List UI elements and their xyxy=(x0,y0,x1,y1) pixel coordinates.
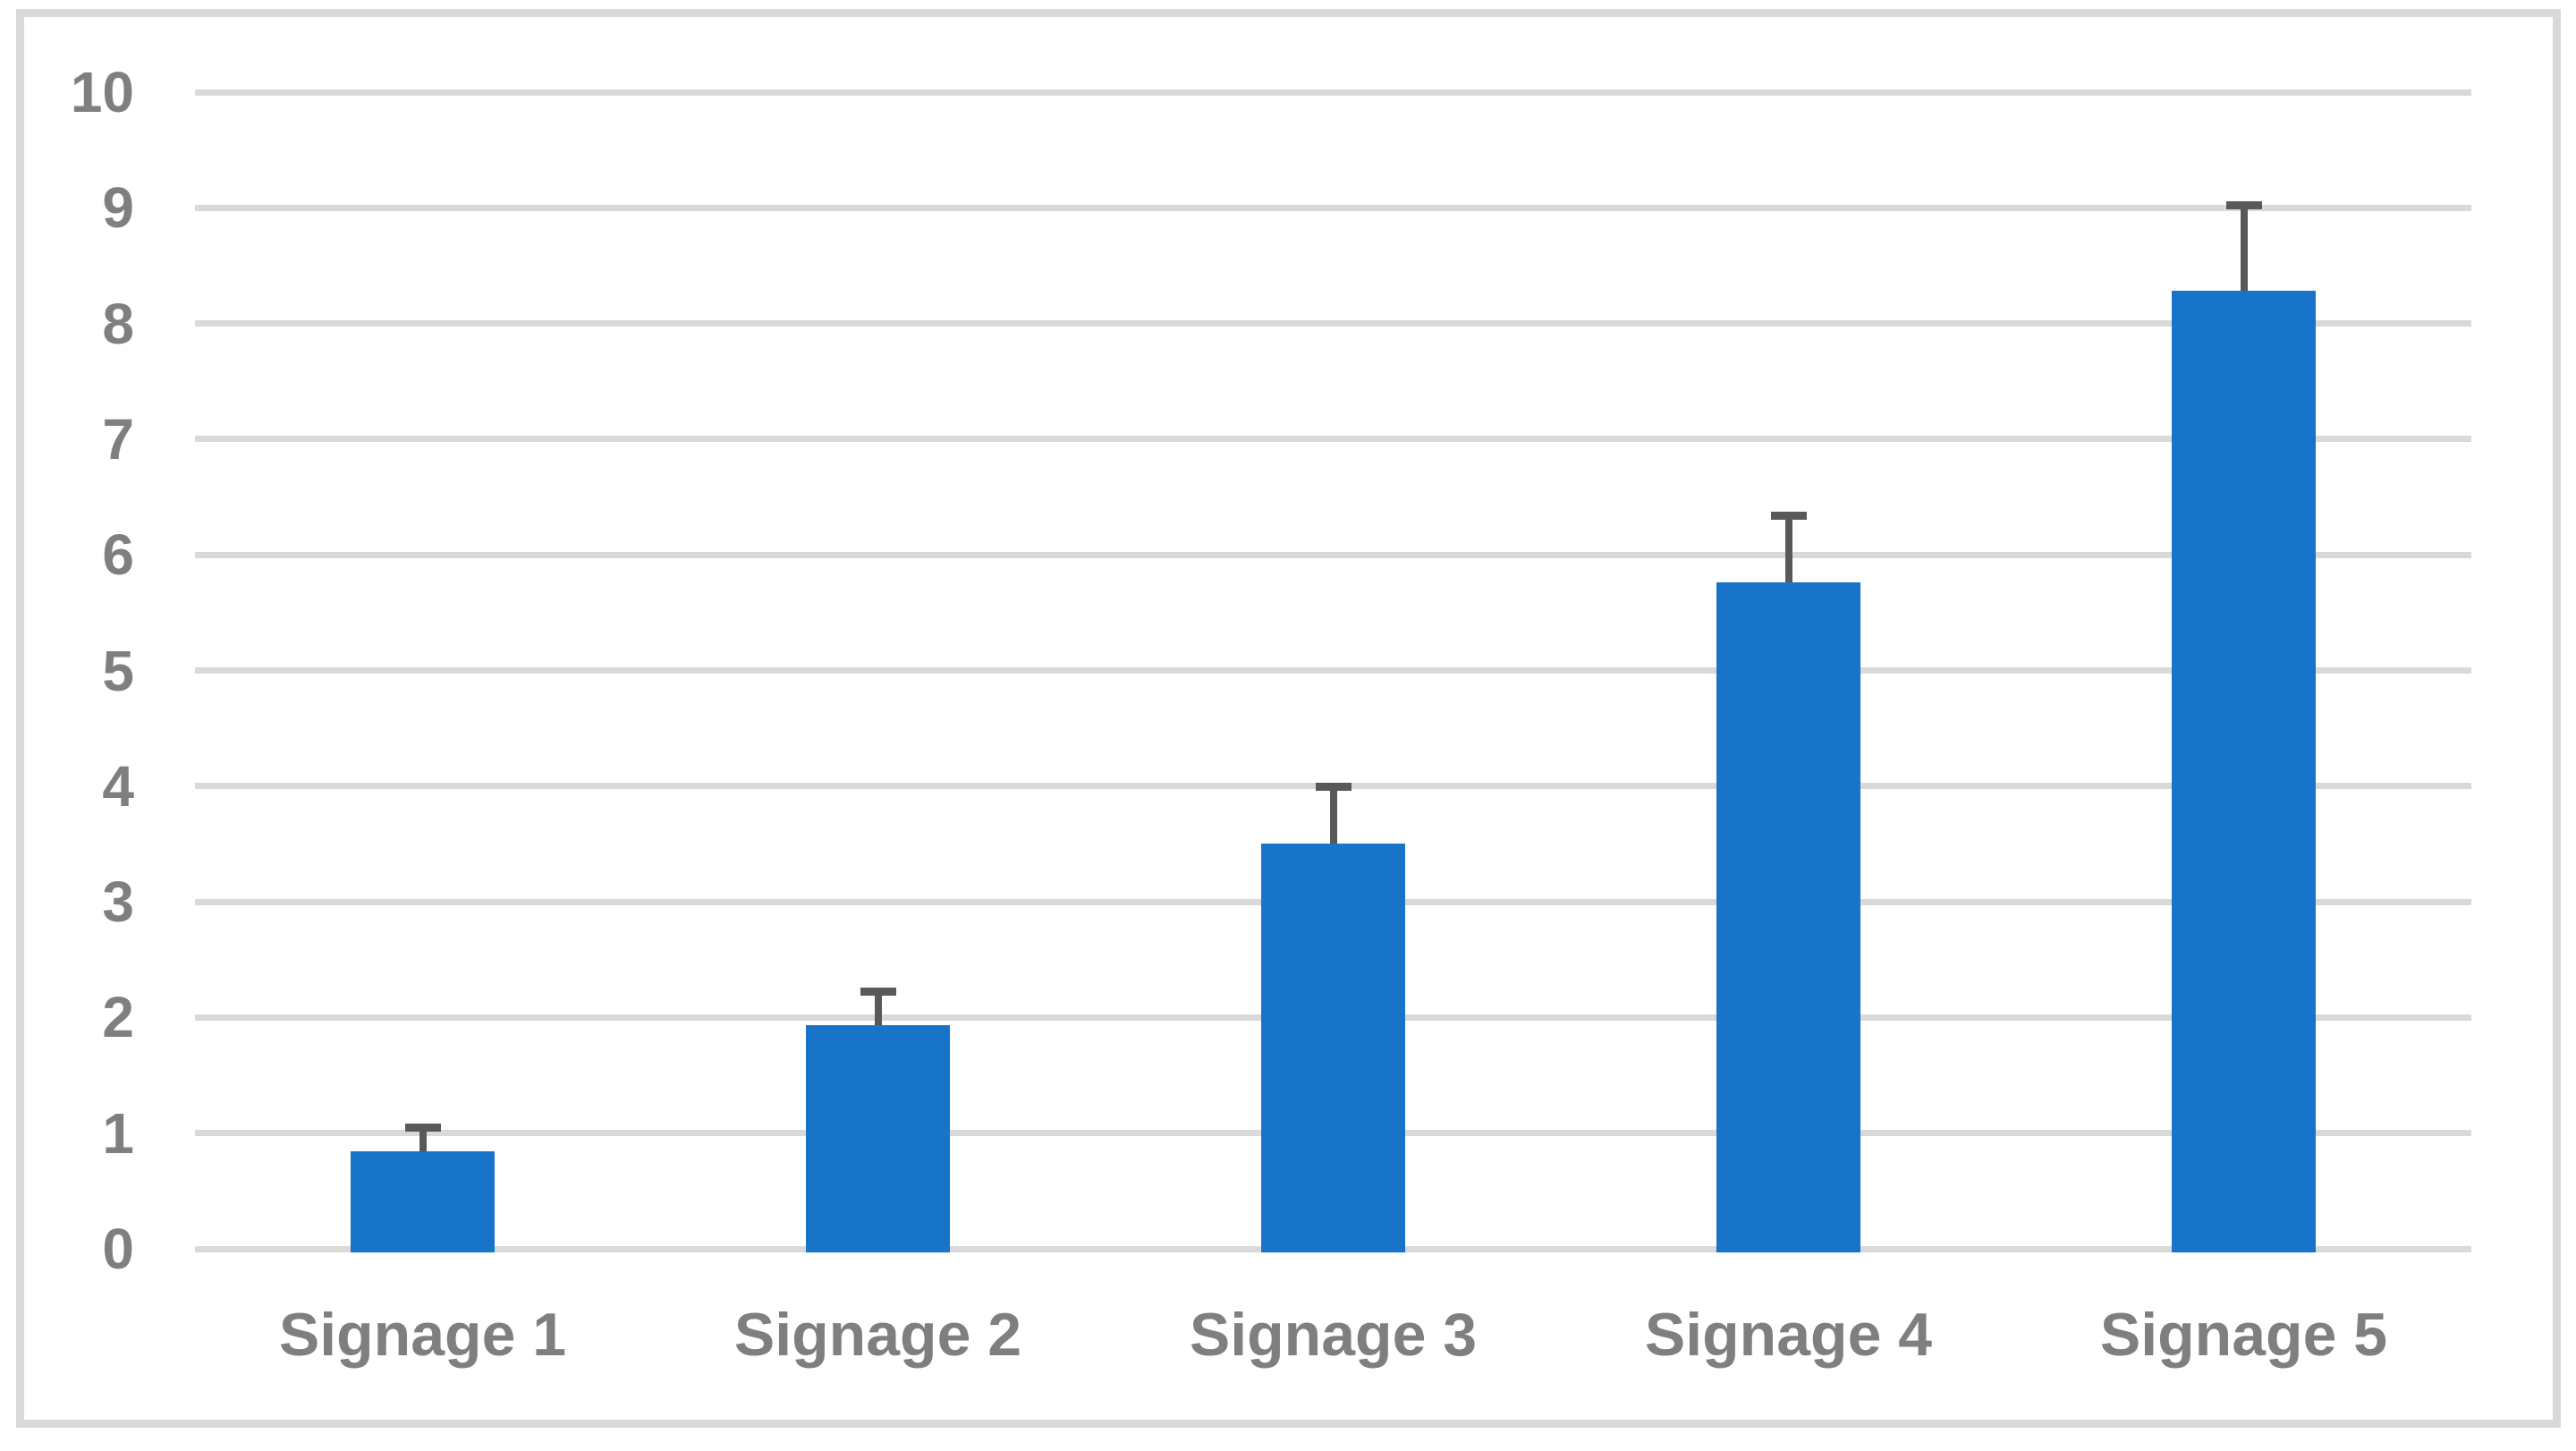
bar-signage-2 xyxy=(806,1025,950,1252)
error-bar-cap-4 xyxy=(1770,512,1807,521)
x-category-label-2: Signage 2 xyxy=(733,1301,1022,1369)
y-tick-label-9: 9 xyxy=(102,175,134,241)
gridline-5 xyxy=(195,667,2471,674)
x-category-label-4: Signage 4 xyxy=(1644,1301,1933,1369)
x-category-label-3: Signage 3 xyxy=(1189,1301,1478,1369)
y-tick-label-6: 6 xyxy=(102,522,134,588)
bar-signage-1 xyxy=(351,1151,495,1252)
gridline-7 xyxy=(195,436,2471,443)
error-bar-cap-1 xyxy=(404,1124,441,1133)
y-tick-label-2: 2 xyxy=(102,985,134,1050)
x-category-label-5: Signage 5 xyxy=(2099,1301,2388,1369)
y-tick-label-5: 5 xyxy=(102,638,134,703)
y-tick-label-8: 8 xyxy=(102,291,134,356)
y-tick-label-4: 4 xyxy=(102,753,134,819)
y-tick-label-10: 10 xyxy=(70,60,134,124)
error-bar-cap-3 xyxy=(1315,782,1352,791)
y-tick-label-1: 1 xyxy=(102,1100,134,1166)
gridline-6 xyxy=(195,551,2471,558)
error-bar-line-1 xyxy=(419,1124,427,1156)
x-category-label-1: Signage 1 xyxy=(278,1301,567,1369)
bar-signage-5 xyxy=(2172,291,2316,1252)
bar-signage-4 xyxy=(1716,582,1860,1252)
error-bar-line-2 xyxy=(874,987,882,1030)
error-bar-line-4 xyxy=(1784,512,1792,587)
error-bar-cap-2 xyxy=(860,987,896,996)
gridline-8 xyxy=(195,320,2471,327)
y-tick-label-7: 7 xyxy=(102,406,134,471)
gridline-10 xyxy=(195,89,2471,96)
error-bar-line-3 xyxy=(1329,782,1337,848)
bar-signage-3 xyxy=(1261,844,1405,1252)
y-tick-label-0: 0 xyxy=(102,1217,134,1281)
y-tick-label-3: 3 xyxy=(102,870,134,935)
error-bar-cap-5 xyxy=(2225,200,2262,209)
error-bar-line-5 xyxy=(2240,200,2248,295)
gridline-9 xyxy=(195,204,2471,211)
